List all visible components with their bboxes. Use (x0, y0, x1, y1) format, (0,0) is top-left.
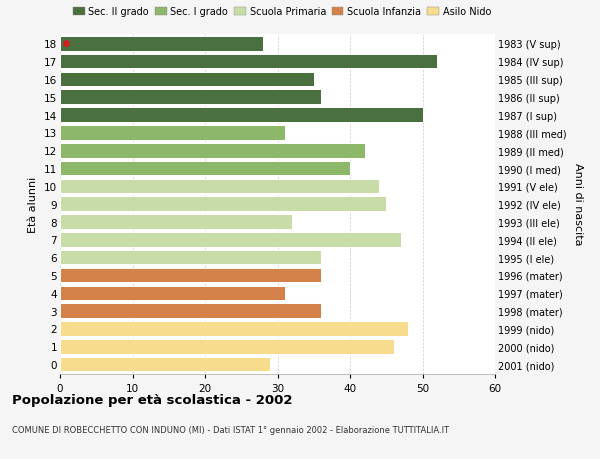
Bar (60, 73, 314, 87)
Bar (60, 197, 386, 212)
Bar (60, 144, 365, 158)
Bar (60, 162, 350, 176)
Bar (60, 233, 401, 247)
Bar (60, 268, 321, 283)
Text: Popolazione per età scolastica - 2002: Popolazione per età scolastica - 2002 (12, 393, 293, 406)
Bar (60, 108, 422, 123)
Bar (60, 179, 379, 194)
Bar (60, 250, 321, 265)
Text: COMUNE DI ROBECCHETTO CON INDUNO (MI) - Dati ISTAT 1° gennaio 2002 - Elaborazion: COMUNE DI ROBECCHETTO CON INDUNO (MI) - … (12, 425, 449, 434)
Bar (60, 37, 263, 51)
Bar (60, 304, 321, 318)
Bar (60, 339, 394, 354)
Legend: Sec. II grado, Sec. I grado, Scuola Primaria, Scuola Infanzia, Asilo Nido: Sec. II grado, Sec. I grado, Scuola Prim… (73, 7, 491, 17)
Y-axis label: Età alunni: Età alunni (28, 176, 38, 232)
Bar (60, 126, 285, 140)
Bar (60, 321, 408, 336)
Bar (60, 55, 437, 69)
Bar (60, 90, 321, 105)
Y-axis label: Anni di nascita: Anni di nascita (573, 163, 583, 246)
Bar (60, 286, 285, 301)
Bar (60, 357, 270, 372)
Bar (60, 215, 292, 230)
